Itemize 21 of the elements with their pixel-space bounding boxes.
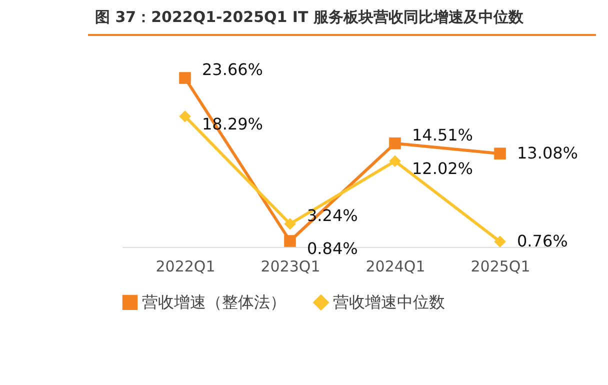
x-tick-label: 2025Q1 bbox=[470, 258, 530, 276]
data-label: 12.02% bbox=[412, 159, 474, 178]
legend-label: 营收增速中位数 bbox=[333, 292, 445, 312]
point bbox=[494, 148, 506, 160]
data-label: 14.51% bbox=[412, 125, 474, 144]
point bbox=[284, 235, 296, 247]
x-tick-label: 2024Q1 bbox=[366, 258, 426, 276]
data-label: 0.84% bbox=[307, 239, 358, 258]
point bbox=[494, 236, 506, 248]
point bbox=[179, 72, 191, 84]
x-tick-label: 2022Q1 bbox=[156, 258, 216, 276]
point bbox=[284, 218, 296, 230]
legend-label: 营收增速（整体法） bbox=[142, 292, 286, 312]
point bbox=[179, 110, 191, 122]
data-label: 13.08% bbox=[517, 144, 578, 163]
point bbox=[389, 155, 401, 168]
point bbox=[389, 137, 401, 150]
data-label: 23.66% bbox=[202, 60, 264, 79]
x-tick-label: 2023Q1 bbox=[260, 258, 320, 276]
chart-title: 图 37：2022Q1-2025Q1 IT 服务板块营收同比增速及中位数 bbox=[95, 8, 524, 27]
data-label: 0.76% bbox=[517, 232, 568, 251]
